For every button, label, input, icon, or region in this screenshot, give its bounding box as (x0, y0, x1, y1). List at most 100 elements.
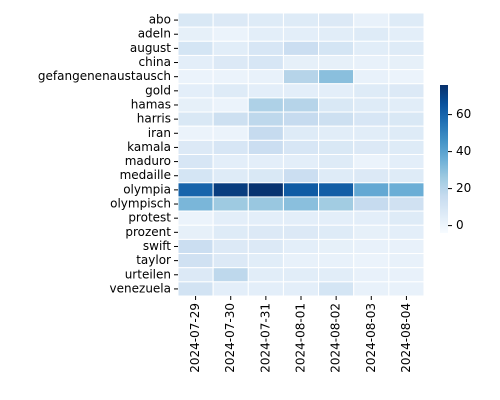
heat-cell (247, 168, 284, 184)
heat-cell (282, 224, 320, 240)
x-tick-label: 2024-07-31 (258, 303, 272, 373)
heat-cell (212, 26, 249, 42)
heat-cell (177, 26, 214, 42)
heat-cell (388, 168, 425, 184)
x-tick-label: 2024-08-03 (364, 303, 378, 373)
heat-cell (177, 253, 214, 269)
heat-cell (318, 168, 355, 184)
heat-cell (177, 12, 214, 28)
heat-cell (247, 125, 284, 141)
heat-cell (212, 281, 249, 297)
heat-cell (388, 224, 425, 240)
heat-cell (212, 196, 249, 212)
y-tick-label: maduro (125, 154, 171, 168)
heat-cell (318, 26, 355, 42)
heat-cell (388, 54, 425, 71)
heat-cell (282, 54, 320, 71)
heat-cell (388, 196, 425, 212)
heat-cell (212, 224, 249, 240)
heat-cell (177, 83, 214, 99)
heat-cell (212, 267, 249, 283)
heat-cell (318, 224, 355, 240)
heat-cell (177, 196, 214, 212)
heat-cell (353, 111, 390, 127)
heat-cell (353, 168, 390, 184)
heat-cell (247, 281, 284, 297)
colorbar-tick-label: 20 (456, 181, 471, 195)
heat-cell (282, 281, 320, 297)
heat-cell (353, 267, 390, 283)
heat-cell (282, 111, 320, 127)
heat-cell (282, 26, 320, 42)
heat-cell (177, 224, 214, 240)
heat-cell (388, 111, 425, 127)
heat-cell (177, 69, 214, 85)
heat-cell (282, 97, 320, 113)
heat-cell (318, 69, 355, 85)
heat-cell (318, 196, 355, 212)
heat-cell (247, 253, 284, 269)
colorbar-tick-label: 40 (456, 144, 471, 158)
heat-cell (212, 97, 249, 113)
heat-cell (318, 97, 355, 113)
heat-cell (212, 238, 249, 255)
heat-cell (177, 139, 214, 156)
heat-cell (353, 210, 390, 226)
heat-cell (318, 238, 355, 255)
heat-cell (388, 125, 425, 141)
heat-cell (282, 210, 320, 226)
heat-cell (212, 12, 249, 28)
heat-cell (212, 210, 249, 226)
heat-cell (177, 182, 214, 198)
heat-cell (212, 168, 249, 184)
heat-cell (353, 139, 390, 156)
heat-cell (177, 281, 214, 297)
y-tick-label: gefangenenaustausch (38, 69, 171, 83)
y-tick-label: hamas (131, 97, 171, 111)
heat-cell (247, 69, 284, 85)
heat-cell (282, 253, 320, 269)
heat-cell (212, 182, 249, 198)
heat-cell (388, 253, 425, 269)
heat-cell (318, 83, 355, 99)
heat-cell (353, 69, 390, 85)
heat-cell (318, 253, 355, 269)
heat-cell (247, 97, 284, 113)
heat-cell (282, 182, 320, 198)
heat-cell (388, 182, 425, 198)
heat-cell (247, 267, 284, 283)
heat-cell (388, 210, 425, 226)
y-tick-label: protest (128, 211, 171, 225)
heat-cell (212, 154, 249, 170)
heat-cell (318, 154, 355, 170)
heat-cell (353, 26, 390, 42)
heat-cell (177, 154, 214, 170)
heat-cell (353, 40, 390, 56)
heat-cell (212, 111, 249, 127)
y-tick-label: medaille (120, 168, 171, 182)
heat-cell (388, 40, 425, 56)
heat-cell (282, 12, 320, 28)
y-tick-label: prozent (125, 225, 171, 239)
heat-cell (353, 196, 390, 212)
heat-cell (318, 267, 355, 283)
heat-cell (212, 54, 249, 71)
heat-cell (282, 168, 320, 184)
heat-cell (177, 111, 214, 127)
heat-cell (247, 40, 284, 56)
heat-cell (388, 238, 425, 255)
heat-cell (177, 267, 214, 283)
y-tick-label: taylor (136, 253, 171, 267)
heat-cell (353, 154, 390, 170)
heat-cell (388, 154, 425, 170)
heat-cell (318, 281, 355, 297)
heat-cell (353, 12, 390, 28)
heat-cell (353, 253, 390, 269)
heat-cell (282, 267, 320, 283)
heat-cell (353, 54, 390, 71)
x-tick-label: 2024-08-02 (329, 303, 343, 373)
heat-cell (353, 238, 390, 255)
heat-cell (388, 281, 425, 297)
heat-cell (318, 139, 355, 156)
heat-cell (247, 182, 284, 198)
